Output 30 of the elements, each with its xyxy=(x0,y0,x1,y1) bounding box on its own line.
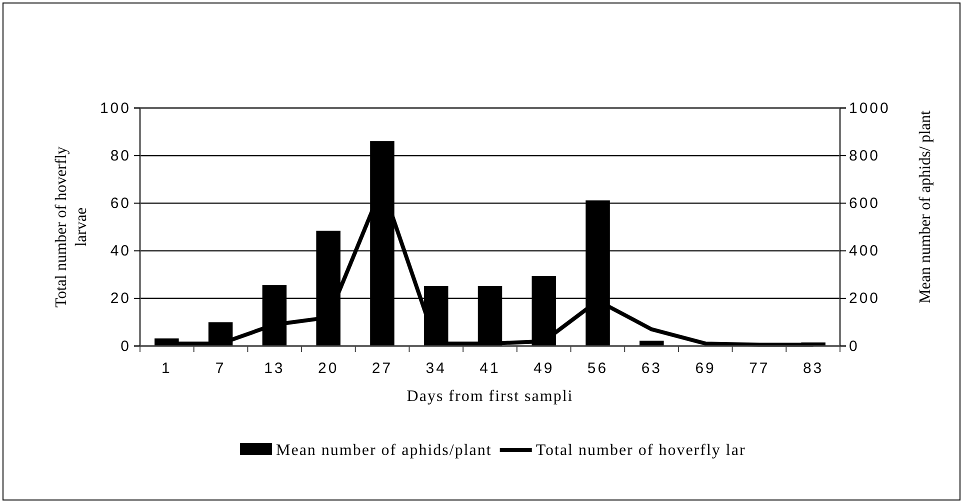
y-tick-label: 40 xyxy=(110,242,131,260)
x-tick-label: 56 xyxy=(587,360,608,377)
x-tick-label: 34 xyxy=(426,360,446,377)
x-tick-label: 83 xyxy=(802,360,824,377)
x-tick-label: 41 xyxy=(480,360,500,377)
y2-tick-label: 800 xyxy=(849,147,880,164)
y-tick-label: 80 xyxy=(110,147,131,164)
x-tick-label: 7 xyxy=(215,360,226,377)
y2-tick-label: 0 xyxy=(849,338,860,355)
x-tick-label: 49 xyxy=(534,360,554,377)
x-tick-label: 27 xyxy=(372,360,393,377)
y2-tick-label: 400 xyxy=(849,242,880,260)
y-tick-label: 0 xyxy=(120,338,131,355)
y2-tick-label: 600 xyxy=(849,195,880,212)
y2-axis-title: Mean number of aphids/ plant xyxy=(917,110,934,304)
y2-tick-label: 1000 xyxy=(849,100,890,117)
legend-label: Total number of hoverfly lar xyxy=(536,442,746,459)
x-tick-label: 13 xyxy=(264,360,285,377)
y-tick-label: 60 xyxy=(110,195,131,212)
x-tick-label: 1 xyxy=(162,360,172,377)
y-tick-label: 20 xyxy=(110,290,131,308)
x-tick-label: 63 xyxy=(641,360,662,377)
y-tick-label: 100 xyxy=(100,100,131,117)
y-axis-title: Total number of hoverfly larvae xyxy=(53,146,90,308)
x-tick-label: 77 xyxy=(749,360,770,377)
x-tick-label: 69 xyxy=(695,360,716,377)
legend-label: Mean number of aphids/plant xyxy=(276,442,492,459)
x-axis-title: Days from first sampli xyxy=(406,388,574,405)
x-tick-label: 20 xyxy=(318,360,339,377)
y2-tick-label: 200 xyxy=(849,290,880,308)
